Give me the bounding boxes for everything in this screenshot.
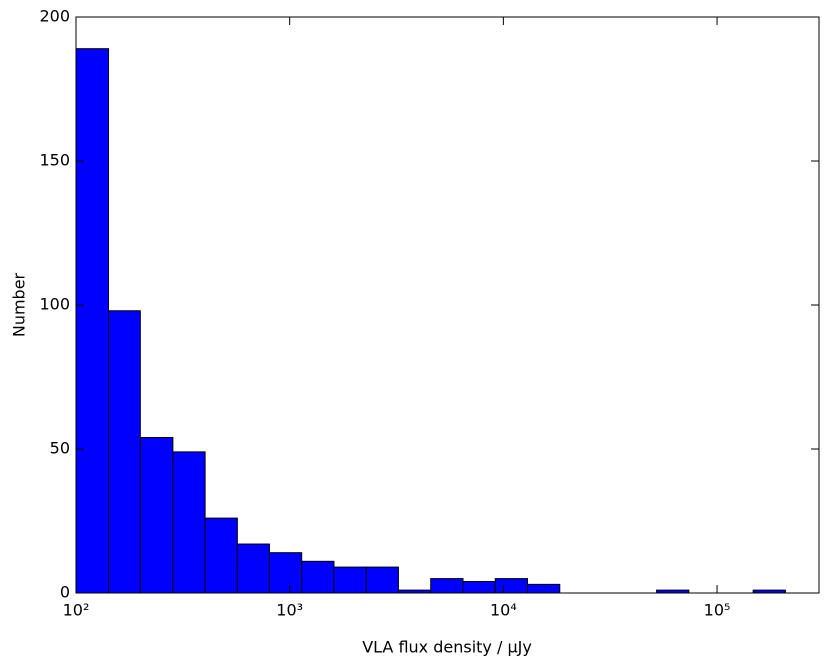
bar [462, 580, 496, 594]
bar [75, 48, 110, 594]
bar [365, 566, 399, 594]
bar [430, 578, 464, 594]
bar [494, 578, 528, 594]
bar [108, 310, 141, 594]
bar [204, 517, 238, 594]
bar [139, 436, 174, 594]
x-tick-label: 10⁵ [704, 601, 731, 620]
y-tick-label: 150 [39, 151, 70, 170]
x-tick-label: 10⁴ [490, 601, 517, 620]
bar [333, 566, 367, 594]
bar [236, 543, 270, 594]
x-axis-label: VLA flux density / μJy [362, 638, 532, 657]
y-axis-label: Number [10, 272, 29, 337]
x-tick-label: 10² [63, 601, 90, 620]
x-tick-label: 10³ [276, 601, 303, 620]
y-tick-label: 100 [39, 295, 70, 314]
y-tick-label: 200 [39, 7, 70, 26]
bar [172, 451, 206, 594]
bar [268, 552, 303, 594]
y-tick-label: 50 [50, 439, 70, 458]
bar [526, 583, 561, 594]
bar [301, 560, 335, 594]
y-tick-label: 0 [60, 583, 70, 602]
